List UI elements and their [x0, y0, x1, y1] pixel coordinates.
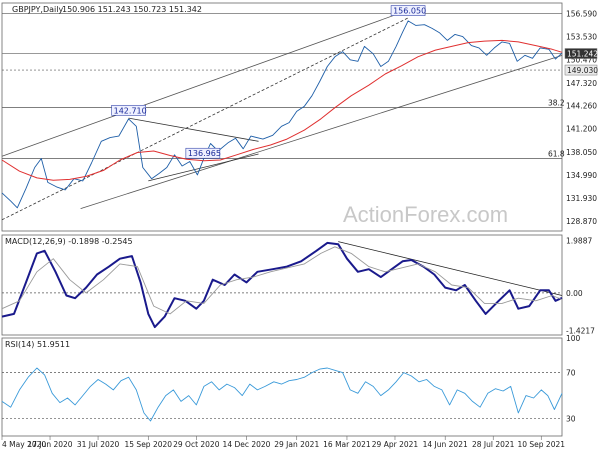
price-layer: 128.870 131.930 134.990 138.050 141.200 144.2…: [1, 5, 598, 226]
channel-upper-line: [1, 6, 419, 157]
y-tick-label: 141.200: [566, 125, 597, 134]
x-tick-label: 28 Jul 2021: [472, 440, 515, 449]
triangle-upper-line: [128, 117, 259, 142]
swing-label-box: [111, 104, 146, 116]
fib-level-label: 38.2: [548, 99, 565, 108]
x-tick-label: 4 May 2020: [2, 440, 46, 449]
rsi-series-line: [1, 367, 563, 422]
x-tick-label: 29 Apr 2021: [372, 440, 419, 449]
x-tick-label: 17 Jun 2020: [27, 440, 72, 449]
x-tick-label: 15 Sep 2020: [125, 440, 173, 449]
macd-trendline-line: [338, 241, 563, 296]
y-tick-label: 147.320: [566, 79, 597, 88]
x-tick-label: 14 Jun 2021: [423, 440, 468, 449]
macd-panel-frame: [1, 234, 563, 336]
signal-series-line: [1, 246, 563, 315]
triangle-lower-line: [148, 153, 259, 182]
swing-label: 156.050: [393, 7, 426, 16]
y-tick-label: 134.990: [566, 171, 597, 180]
y-tick-label: 128.870: [566, 217, 597, 226]
fib-level-label: 61.8: [548, 149, 565, 158]
swing-label: 142.710: [114, 106, 147, 115]
x-tick-label: 16 Mar 2021: [323, 440, 371, 449]
channel-mid-line: [1, 17, 409, 221]
rsi-panel-title: RSI(14) 51.9511: [5, 340, 70, 349]
swing-label: 136.965: [188, 149, 221, 158]
sma-series-line: [1, 39, 563, 181]
price-marker-label: 149.030: [567, 66, 598, 75]
price-ohlc-values: 150.906 151.243 150.723 151.342: [62, 5, 202, 14]
x-tick-label: 29 Oct 2020: [173, 440, 220, 449]
y-tick-label: 150.470: [566, 55, 597, 64]
y-tick-label: 0.00: [566, 289, 583, 298]
x-tick-label: 29 Jan 2021: [274, 440, 319, 449]
y-tick-label: -1.4217: [566, 326, 595, 335]
price-marker-box: [564, 48, 598, 59]
watermark: ActionForex.com: [343, 202, 508, 227]
y-tick-label: 131.930: [566, 194, 597, 203]
price-panel-title: GBPJPY,Daily: [12, 5, 63, 14]
swing-label-box: [390, 5, 426, 16]
rsi-panel-frame: [1, 337, 563, 437]
rsi-layer: 100 70 30: [1, 334, 581, 424]
x-tick-label: 10 Sep 2021: [517, 440, 565, 449]
macd-panel-title: MACD(12,26,9) -0.1898 -0.2545: [5, 237, 133, 246]
swing-label-box: [185, 147, 221, 159]
y-tick-label: 156.590: [566, 10, 597, 19]
channel-lower-line: [80, 54, 563, 209]
price-series-line: [1, 20, 563, 209]
price-marker-label: 151.242: [567, 50, 598, 59]
price-panel-frame: [1, 2, 563, 232]
y-tick-label: 30: [566, 415, 576, 424]
x-tick-label: 31 Jul 2020: [77, 440, 120, 449]
y-tick-label: 70: [566, 369, 576, 378]
y-tick-label: 153.530: [566, 32, 597, 41]
y-tick-label: 100: [566, 334, 581, 343]
x-tick-label: 14 Dec 2020: [223, 440, 271, 449]
macd-series-line: [1, 241, 563, 329]
y-tick-label: 1.9887: [566, 237, 592, 246]
y-tick-label: 138.050: [566, 148, 597, 157]
y-tick-label: 144.260: [566, 102, 597, 111]
price-marker-box: [564, 64, 598, 76]
macd-layer: 1.9887 0.00 -1.4217: [1, 237, 595, 335]
